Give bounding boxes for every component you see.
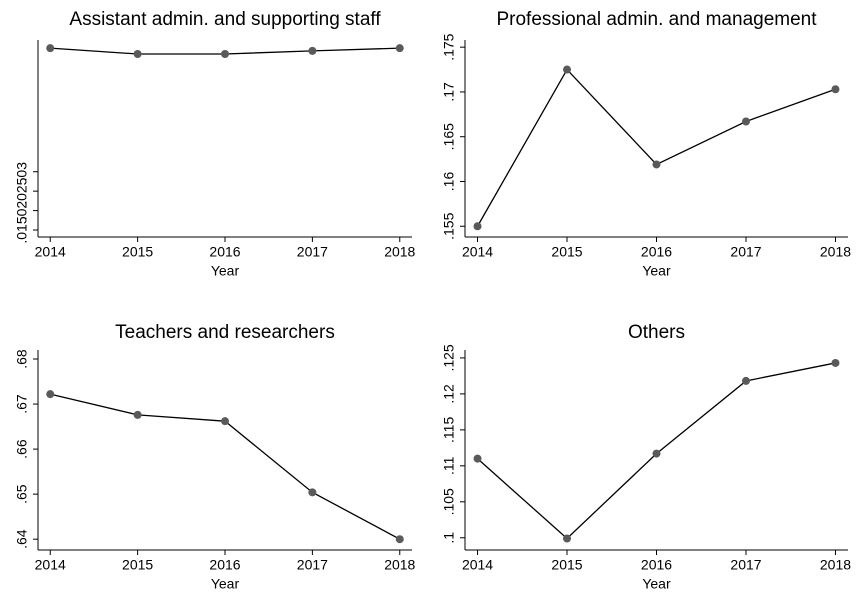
panel-title: Teachers and researchers [115,322,335,343]
x-axis-label: Year [642,263,671,279]
y-tick-label: .12 [441,384,457,404]
x-tick-label: 2015 [551,557,582,573]
marker [221,49,229,58]
y-tick-label: .03 [14,162,30,182]
x-axis-label: Year [642,576,671,592]
x-tick-label: 2015 [551,244,582,260]
marker [221,417,229,426]
y-tick-label: .115 [441,417,457,443]
x-tick-label: 2016 [641,557,672,573]
y-tick-label: .65 [14,484,30,504]
y-tick-label: .175 [441,33,457,60]
x-tick-label: 2014 [35,557,66,573]
x-axis-label: Year [211,263,240,279]
x-tick-label: 2014 [462,244,493,260]
panel-title: Assistant admin. and supporting staff [69,9,381,30]
series-line [50,393,401,540]
x-tick-label: 2018 [820,557,851,573]
y-tick-label: .015 [14,216,30,243]
x-tick-label: 2017 [730,244,761,260]
x-tick-label: 2017 [297,244,328,260]
x-tick-label: 2015 [122,557,153,573]
marker [133,49,142,58]
y-tick-label: .1 [441,532,457,544]
panel-title: Professional admin. and management [496,9,817,30]
marker [831,358,840,367]
marker [308,488,317,497]
y-tick-label: .165 [441,123,457,150]
marker [652,449,661,458]
marker [473,454,482,463]
x-tick-label: 2016 [209,557,240,573]
x-tick-label: 2016 [641,244,672,260]
marker [563,534,572,543]
y-tick-label: .16 [441,172,457,192]
marker [563,65,572,74]
x-tick-label: 2016 [209,244,240,260]
y-tick-label: .125 [441,344,457,371]
x-tick-label: 2018 [384,557,415,573]
y-tick-label: .02 [14,201,30,221]
x-tick-label: 2018 [384,244,415,260]
x-tick-label: 2014 [35,244,66,260]
marker [46,44,55,53]
x-tick-label: 2017 [297,557,328,573]
y-tick-label: .11 [441,456,457,475]
x-tick-label: 2017 [730,557,761,573]
marker [473,222,482,231]
marker [652,160,661,169]
panel-title: Others [628,322,685,343]
y-tick-label: .64 [14,529,30,549]
marker [741,117,750,126]
series-line [476,68,836,227]
x-axis-label: Year [211,576,240,592]
y-tick-label: .17 [441,82,457,102]
marker [46,390,55,399]
marker [308,46,317,55]
y-tick-label: .66 [14,439,30,459]
y-tick-label: .105 [441,488,457,515]
y-tick-label: .68 [14,349,30,369]
marker [395,535,404,544]
x-tick-label: 2018 [820,244,851,260]
x-tick-label: 2014 [462,557,493,573]
x-tick-label: 2015 [122,244,153,260]
y-tick-label: .67 [14,394,30,414]
marker [395,44,404,53]
y-tick-label: .155 [441,212,457,239]
marker [741,376,750,385]
y-tick-label: .025 [14,177,30,204]
marker [133,410,142,419]
marker [831,85,840,94]
